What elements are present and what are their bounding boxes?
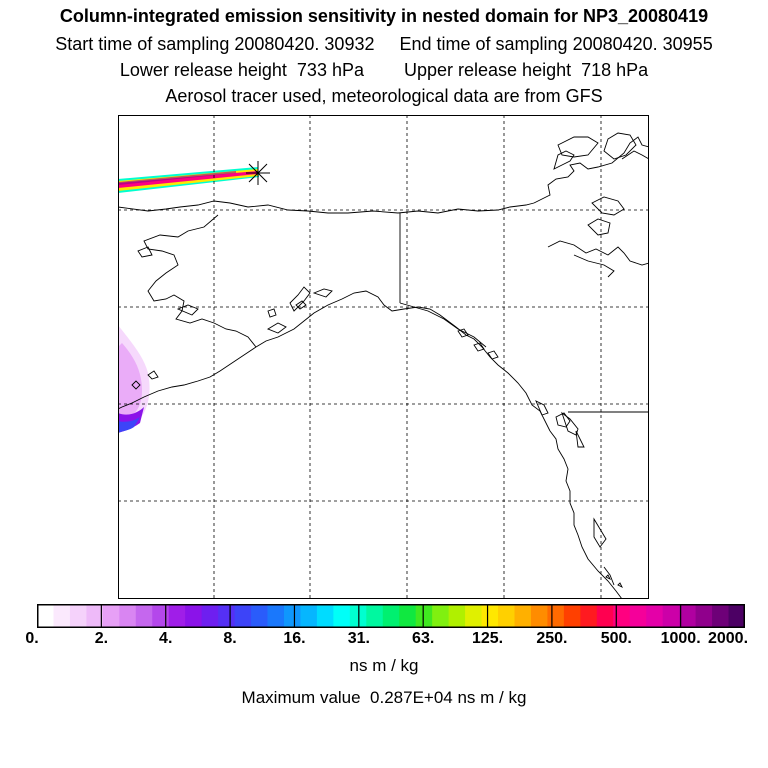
emission-sensitivity-map [118, 115, 649, 599]
colorbar-tick-label: 2000. [707, 630, 749, 647]
colorbar-swatch [119, 604, 137, 628]
colorbar-tick-label: 1000. [660, 630, 701, 647]
colorbar-swatch [679, 604, 697, 628]
colorbar-tick-label: 16. [283, 630, 306, 647]
colorbar-swatch [465, 604, 483, 628]
colorbar-tick-label: 500. [600, 630, 632, 647]
coastlines [118, 132, 649, 599]
colorbar-swatch [481, 604, 499, 628]
colorbar-tick-label: 8. [223, 630, 237, 647]
colorbar-swatch [102, 604, 120, 628]
plot-title: Column-integrated emission sensitivity i… [59, 6, 709, 26]
colorbar-swatch [333, 604, 351, 628]
colorbar-swatch [728, 604, 745, 628]
colorbar-tick-label: 250. [536, 630, 568, 647]
colorbar-swatch [251, 604, 269, 628]
colorbar-units: ns m / kg [349, 656, 419, 675]
colorbar-swatch [580, 604, 598, 628]
colorbar-tick-label: 31. [347, 630, 370, 647]
colorbar-swatch [283, 604, 301, 628]
colorbar-swatch [135, 604, 153, 628]
purple-plume [118, 325, 150, 433]
colorbar-swatch [53, 604, 71, 628]
colorbar-swatch [547, 604, 565, 628]
colorbar-swatch [234, 604, 252, 628]
colorbar-tick-label: 63. [412, 630, 435, 647]
maximum-value: Maximum value 0.287E+04 ns m / kg [241, 688, 527, 707]
colorbar-swatch [415, 604, 433, 628]
colorbar-swatch [168, 604, 186, 628]
colorbar-swatch [366, 604, 384, 628]
colorbar-swatch [646, 604, 664, 628]
colorbar-swatch [37, 604, 54, 628]
colorbar-swatch [629, 604, 647, 628]
release-plume [118, 167, 259, 193]
colorbar-swatch [316, 604, 334, 628]
colorbar-swatch [432, 604, 450, 628]
colorbar-tick-label: 4. [159, 630, 173, 647]
colorbar-swatch [448, 604, 466, 628]
colorbar-swatch [712, 604, 730, 628]
release-height-line: Lower release height 733 hPa Upper relea… [119, 60, 649, 80]
colorbar [37, 604, 745, 628]
map-frame [118, 115, 649, 599]
colorbar-swatch [267, 604, 285, 628]
colorbar-swatch [530, 604, 548, 628]
colorbar-swatch [596, 604, 614, 628]
colorbar-swatch [185, 604, 203, 628]
colorbar-tick-label: 2. [94, 630, 109, 647]
colorbar-swatch [300, 604, 318, 628]
colorbar-swatch [563, 604, 581, 628]
colorbar-tick-label: 125. [471, 630, 504, 647]
colorbar-swatch [382, 604, 400, 628]
colorbar-swatch [498, 604, 515, 628]
colorbar-swatch [69, 604, 87, 628]
colorbar-swatch [662, 604, 680, 628]
colorbar-swatch [86, 604, 104, 628]
tracer-info-line: Aerosol tracer used, meteorological data… [165, 86, 603, 106]
colorbar-swatch [399, 604, 417, 628]
colorbar-frame [37, 604, 745, 628]
colorbar-swatch [152, 604, 170, 628]
colorbar-swatch [218, 604, 236, 628]
graticule [118, 115, 649, 599]
boundaries [399, 213, 649, 413]
colorbar-swatch [201, 604, 219, 628]
release-point-marker [246, 161, 270, 185]
colorbar-swatch [613, 604, 631, 628]
colorbar-tick-label: 0. [25, 630, 39, 647]
colorbar-swatch [695, 604, 713, 628]
colorbar-swatch [514, 604, 532, 628]
sampling-time-line: Start time of sampling 20080420. 30932 E… [55, 34, 713, 54]
